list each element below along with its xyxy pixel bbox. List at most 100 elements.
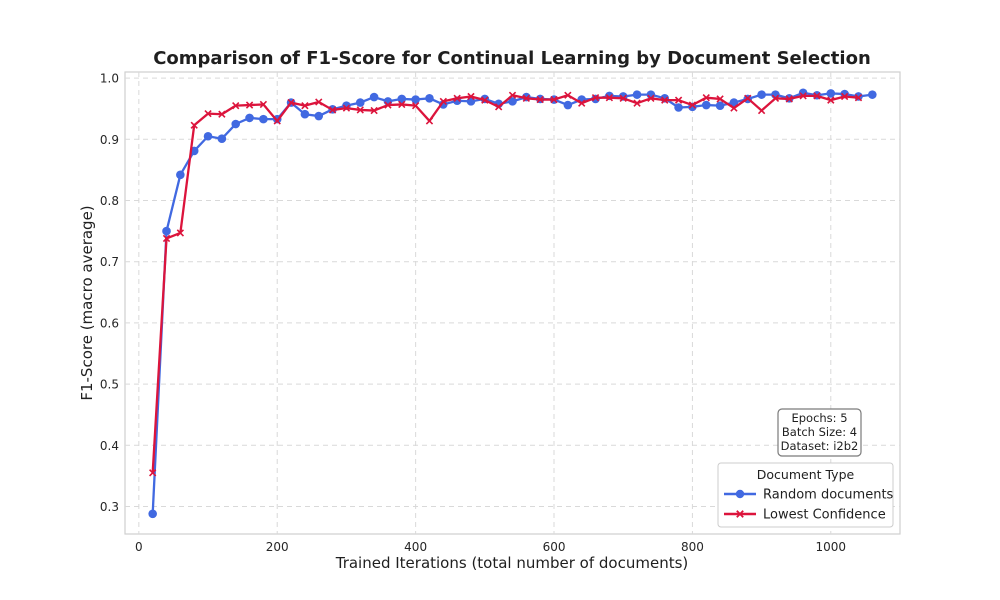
data-point <box>840 92 849 101</box>
data-point <box>218 110 226 118</box>
data-point <box>217 134 227 143</box>
x-tick-label: 600 <box>543 540 566 554</box>
x-tick-label: 1000 <box>816 540 847 554</box>
annotation-batch-size: Batch Size: 4 <box>782 425 857 439</box>
data-point <box>328 106 337 114</box>
data-point <box>355 98 365 107</box>
data-point <box>397 94 407 104</box>
series-line <box>151 94 859 473</box>
data-point <box>716 95 724 103</box>
y-tick-label: 0.4 <box>100 439 119 453</box>
data-point <box>245 113 254 123</box>
data-point <box>439 97 447 106</box>
legend: Document Type Random documents Lowest Co… <box>717 462 894 528</box>
plot-area <box>124 71 901 535</box>
data-point <box>564 91 572 99</box>
annotation-epochs: Epochs: 5 <box>791 411 847 425</box>
data-point <box>799 92 807 100</box>
data-point <box>190 121 198 129</box>
data-point <box>688 101 697 109</box>
data-point <box>425 94 434 103</box>
legend-item-random-documents: Random documents <box>724 488 894 503</box>
legend-marker-random <box>735 489 745 499</box>
data-point <box>162 226 171 236</box>
data-point <box>398 100 406 109</box>
data-point <box>508 97 517 106</box>
data-point <box>314 111 324 121</box>
y-axis-label: F1-Score (macro average) <box>78 205 96 400</box>
y-tick-label: 0.3 <box>100 500 119 514</box>
data-point <box>660 94 670 103</box>
data-point <box>369 92 379 102</box>
data-point <box>149 469 157 477</box>
data-point <box>744 94 752 102</box>
data-point <box>827 96 835 104</box>
data-point <box>384 101 392 109</box>
legend-label-random: Random documents <box>763 488 894 503</box>
data-point <box>868 90 877 99</box>
data-point <box>481 96 489 104</box>
data-point <box>563 100 573 110</box>
y-tick-label: 0.6 <box>100 316 119 330</box>
data-point <box>287 98 295 107</box>
data-point <box>203 131 213 141</box>
legend-marker-lowest-confidence <box>736 510 744 518</box>
data-point <box>425 117 434 125</box>
data-point <box>702 94 710 102</box>
data-point <box>701 100 711 110</box>
data-point <box>591 94 600 102</box>
y-axis-ticks: 0.3 0.4 0.5 0.6 0.7 0.8 0.9 1.0 <box>100 72 119 514</box>
data-point <box>715 101 725 110</box>
data-point <box>578 99 586 107</box>
data-point <box>854 94 863 102</box>
legend-item-lowest-confidence: Lowest Confidence <box>724 508 886 523</box>
data-point <box>729 98 739 107</box>
data-point <box>730 104 738 112</box>
annotation-dataset: Dataset: i2b2 <box>781 439 859 453</box>
y-tick-label: 0.9 <box>100 133 119 147</box>
data-point <box>674 96 683 104</box>
data-point <box>204 109 212 118</box>
data-point <box>176 229 185 237</box>
x-axis-label: Trained Iterations (total number of docu… <box>335 554 689 572</box>
x-tick-label: 400 <box>404 540 427 554</box>
data-point <box>245 101 254 109</box>
data-point <box>661 96 669 104</box>
data-point <box>757 106 766 115</box>
series-layer <box>148 88 877 519</box>
data-point <box>757 90 766 99</box>
data-point <box>453 94 461 102</box>
data-point <box>632 90 642 99</box>
data-point <box>356 106 364 114</box>
x-tick-label: 200 <box>266 540 289 554</box>
annotation-box: Epochs: 5 Batch Size: 4 Dataset: i2b2 <box>777 408 862 457</box>
data-point <box>315 98 323 106</box>
data-point <box>273 117 281 125</box>
series-lowest-confidence <box>149 91 863 477</box>
y-tick-label: 0.7 <box>100 255 119 269</box>
chart-title: Comparison of F1-Score for Continual Lea… <box>153 48 871 69</box>
data-point <box>550 95 558 104</box>
data-point <box>231 119 241 129</box>
data-point <box>411 101 420 110</box>
grid <box>125 72 900 534</box>
data-point <box>522 94 531 102</box>
data-point <box>647 94 655 102</box>
x-tick-label: 0 <box>135 540 143 554</box>
legend-title: Document Type <box>757 467 855 482</box>
data-point <box>605 94 614 102</box>
data-point <box>771 94 780 102</box>
data-point <box>785 95 793 103</box>
data-point <box>148 509 157 519</box>
x-axis-ticks: 0 200 400 600 800 1000 <box>135 540 846 554</box>
data-point <box>259 100 268 109</box>
data-point <box>536 95 544 104</box>
data-point <box>301 101 309 110</box>
legend-label-lowest-confidence: Lowest Confidence <box>763 508 886 523</box>
y-tick-label: 1.0 <box>100 72 119 86</box>
data-point <box>300 109 310 119</box>
data-point <box>232 101 240 110</box>
data-point <box>259 114 268 124</box>
